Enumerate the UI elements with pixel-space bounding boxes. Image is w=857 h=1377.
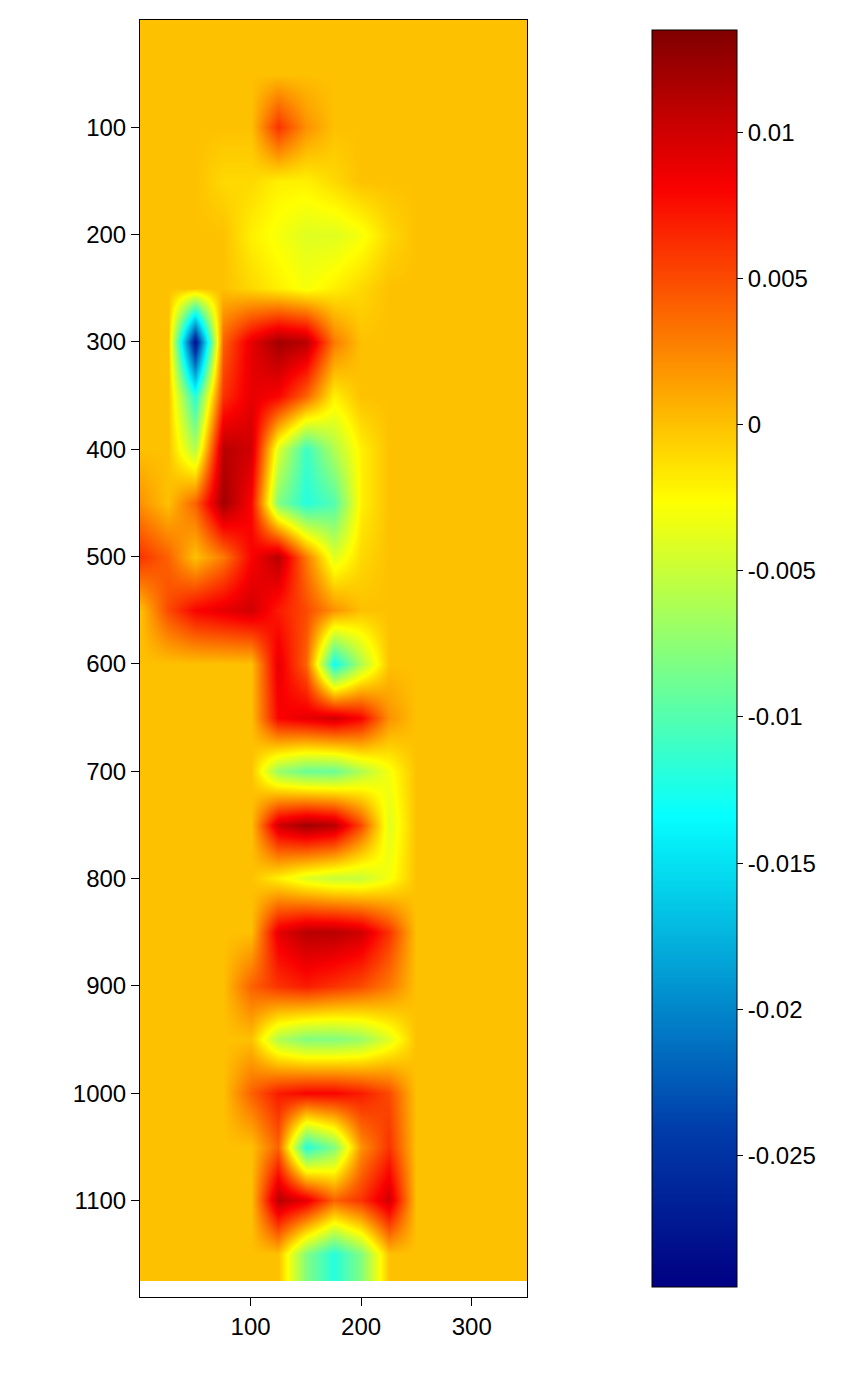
svg-text:-0.005: -0.005	[748, 557, 816, 584]
svg-text:900: 900	[86, 972, 126, 999]
svg-text:200: 200	[341, 1313, 381, 1340]
svg-text:400: 400	[86, 436, 126, 463]
svg-text:300: 300	[86, 328, 126, 355]
svg-text:-0.01: -0.01	[748, 703, 803, 730]
svg-text:1100: 1100	[75, 1187, 127, 1214]
svg-text:100: 100	[231, 1313, 271, 1340]
svg-text:500: 500	[86, 543, 126, 570]
svg-text:-0.025: -0.025	[748, 1142, 816, 1169]
svg-text:-0.02: -0.02	[748, 996, 803, 1023]
svg-text:800: 800	[86, 865, 126, 892]
svg-text:0: 0	[748, 411, 761, 438]
svg-text:0.005: 0.005	[748, 265, 808, 292]
svg-text:700: 700	[86, 758, 126, 785]
svg-text:600: 600	[86, 650, 126, 677]
svg-text:0.01: 0.01	[748, 119, 795, 146]
svg-text:300: 300	[452, 1313, 492, 1340]
svg-text:-0.015: -0.015	[748, 850, 816, 877]
svg-text:200: 200	[86, 221, 126, 248]
svg-text:100: 100	[86, 114, 126, 141]
svg-text:1000: 1000	[73, 1080, 126, 1107]
